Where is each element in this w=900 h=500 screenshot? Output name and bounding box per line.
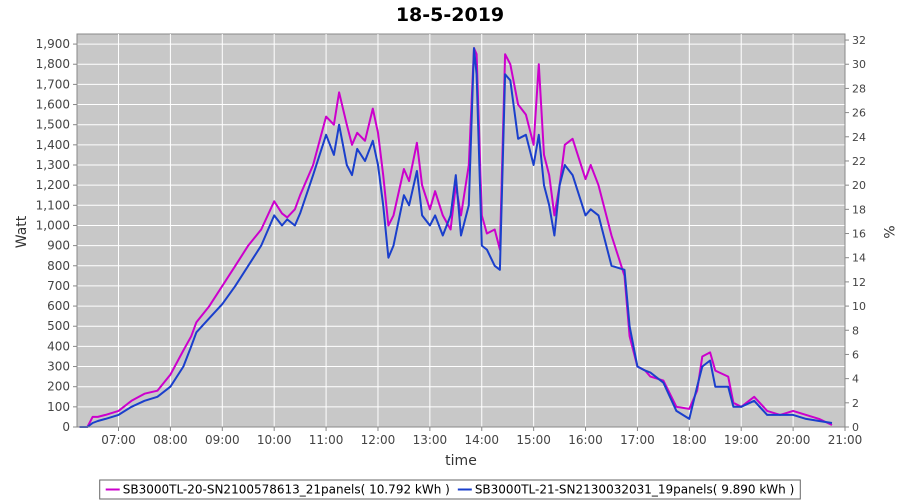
y-axis-left: 0 100 200 300 400 500 600 700 800 900 1,000 1,100 1,…: [36, 34, 78, 434]
y2-tick-label: 8: [852, 324, 859, 337]
legend-item-1: SB3000TL-20-SN2100578613_21panels( 10.79…: [105, 483, 450, 497]
x-tick-label: 14:00: [464, 433, 499, 447]
x-axis-label: time: [445, 453, 477, 469]
y2-tick-label: 16: [852, 228, 866, 241]
y2-tick-label: 10: [852, 300, 866, 313]
series-line-1: [79, 47, 833, 428]
y-tick-label: 1,600: [36, 98, 70, 112]
y2-tick-label: 2: [852, 397, 859, 410]
legend-item-2: SB3000TL-21-SN2130032031_19panels( 9.890…: [457, 483, 794, 497]
x-tick-label: 09:00: [205, 433, 240, 447]
series-layer: [79, 47, 833, 428]
x-tick-label: 18:00: [672, 433, 707, 447]
y-tick-label: 0: [62, 420, 70, 434]
x-tick-label: 20:00: [776, 433, 811, 447]
chart-title: 18-5-2019: [396, 4, 504, 26]
y-tick-label: 600: [47, 299, 70, 313]
x-tick-label: 17:00: [620, 433, 655, 447]
x-tick-label: 08:00: [153, 433, 188, 447]
y-tick-label: 1,000: [36, 218, 70, 232]
y2-tick-label: 24: [852, 131, 866, 144]
y-tick-label: 800: [47, 259, 70, 273]
y-tick-label: 1,300: [36, 158, 70, 172]
y2-tick-label: 14: [852, 252, 866, 265]
y2-tick-label: 0: [852, 421, 859, 434]
y-tick-label: 400: [47, 339, 70, 353]
legend-box: [99, 479, 801, 500]
y-tick-label: 300: [47, 360, 70, 374]
x-tick-label: 15:00: [516, 433, 551, 447]
legend: SB3000TL-20-SN2100578613_21panels( 10.79…: [99, 479, 801, 500]
y2-tick-label: 18: [852, 203, 866, 216]
y-tick-label: 100: [47, 400, 70, 414]
y2-tick-label: 6: [852, 348, 859, 361]
x-axis: 07:00 08:00 09:00 10:00 11:00 12:00 13:00 14:00…: [77, 426, 863, 447]
y2-tick-label: 26: [852, 107, 866, 120]
legend-label: SB3000TL-20-SN2100578613_21panels( 10.79…: [123, 483, 450, 497]
y-tick-label: 200: [47, 380, 70, 394]
x-tick-label: 21:00: [828, 433, 863, 447]
y2-tick-label: 12: [852, 276, 866, 289]
y-tick-label: 500: [47, 319, 70, 333]
y-axis-label: Watt: [14, 215, 30, 248]
x-tick-label: 19:00: [724, 433, 759, 447]
y-tick-label: 900: [47, 239, 70, 253]
series-line-2: [79, 47, 833, 428]
y-tick-label: 1,200: [36, 178, 70, 192]
y2-tick-label: 32: [852, 34, 866, 47]
y-tick-label: 1,100: [36, 198, 70, 212]
y-tick-label: 1,400: [36, 138, 70, 152]
x-tick-label: 13:00: [413, 433, 448, 447]
y-tick-label: 1,700: [36, 77, 70, 91]
y-tick-label: 1,800: [36, 57, 70, 71]
y-tick-label: 1,500: [36, 118, 70, 132]
y-tick-label: 700: [47, 279, 70, 293]
y2-tick-label: 28: [852, 82, 866, 95]
y2-tick-label: 30: [852, 58, 866, 71]
y2-axis-label: %: [880, 225, 896, 238]
x-tick-label: 12:00: [361, 433, 396, 447]
y2-tick-label: 20: [852, 179, 866, 192]
x-tick-label: 07:00: [101, 433, 136, 447]
y-tick-label: 1,900: [36, 37, 70, 51]
y2-tick-label: 22: [852, 155, 866, 168]
x-tick-label: 10:00: [257, 433, 292, 447]
x-tick-label: 16:00: [568, 433, 603, 447]
x-tick-label: 11:00: [309, 433, 344, 447]
legend-label: SB3000TL-21-SN2130032031_19panels( 9.890…: [475, 483, 794, 497]
y2-tick-label: 4: [852, 373, 859, 386]
legend-items: SB3000TL-20-SN2100578613_21panels( 10.79…: [105, 483, 794, 497]
